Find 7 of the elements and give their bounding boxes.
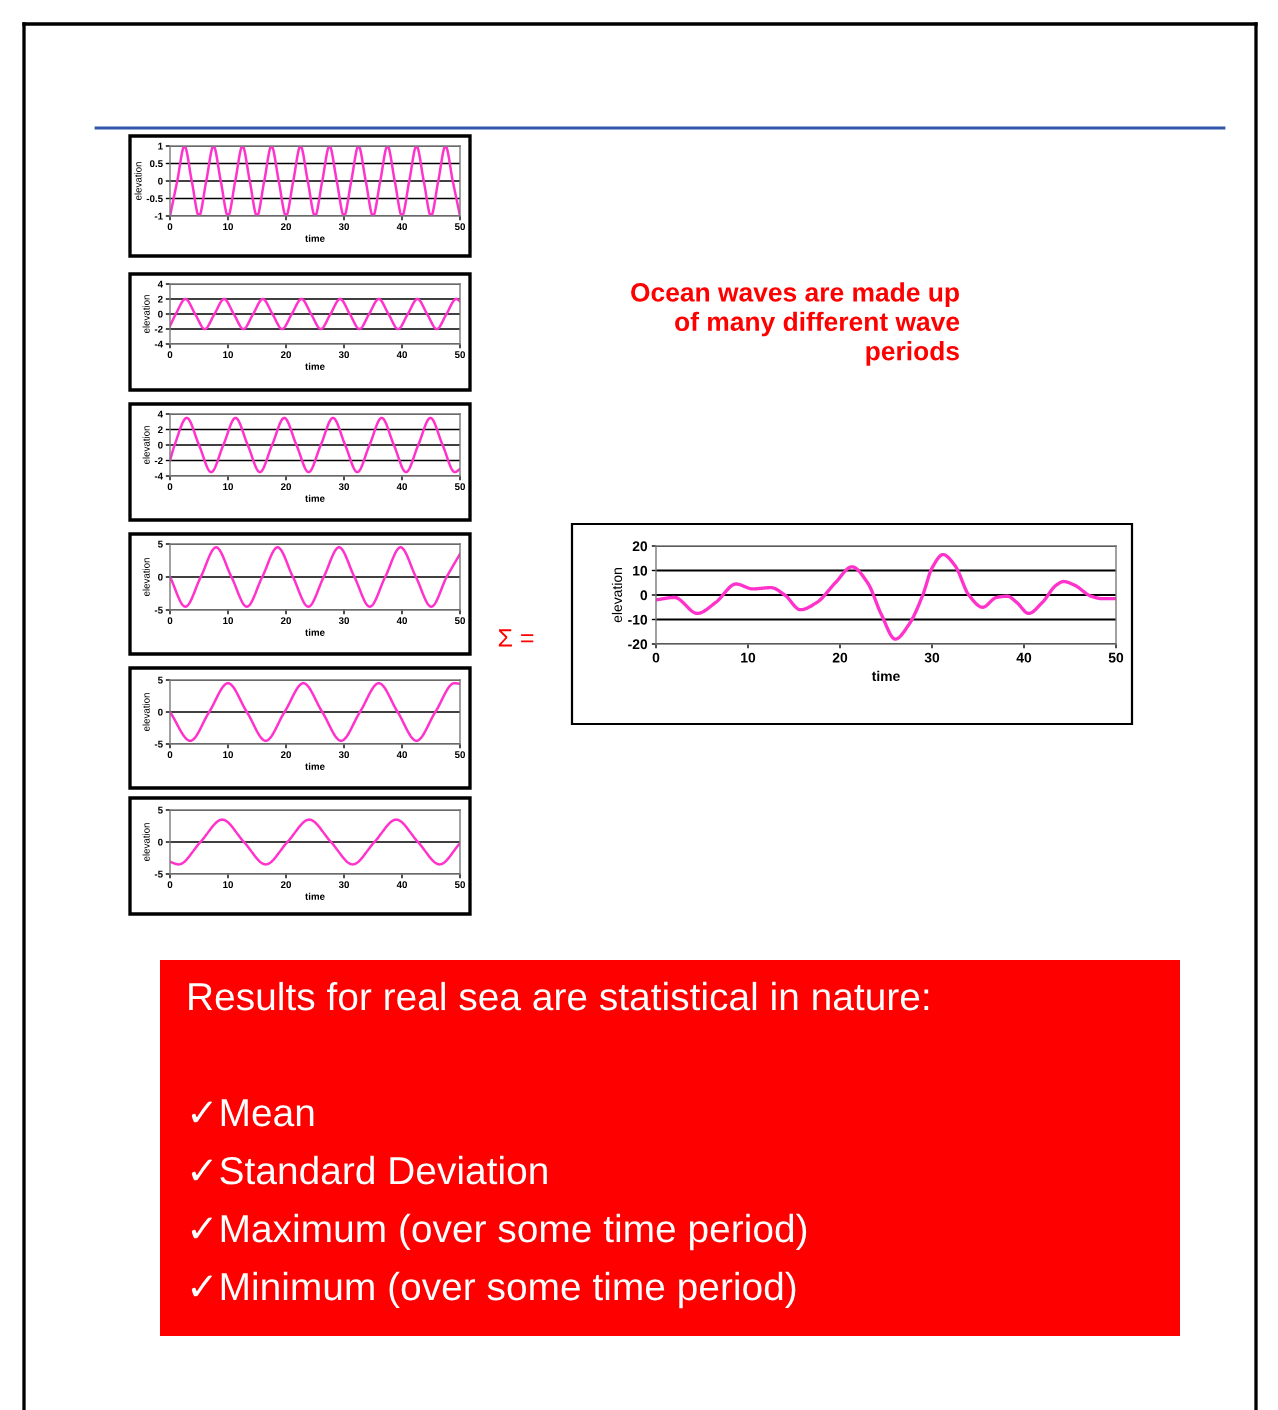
text: Σ = xyxy=(498,629,534,647)
text: Results for real sea are statistical in nature: xyxy=(189,981,929,1011)
text: Ocean waves are made up of many different wave periods xyxy=(631,282,960,366)
text: ✓Minimum (over some time period) xyxy=(191,1271,796,1309)
text: ✓Maximum (over some time period) xyxy=(191,1213,807,1251)
text: ✓Mean xyxy=(191,1099,314,1127)
text: ✓Standard Deviation xyxy=(191,1155,547,1185)
